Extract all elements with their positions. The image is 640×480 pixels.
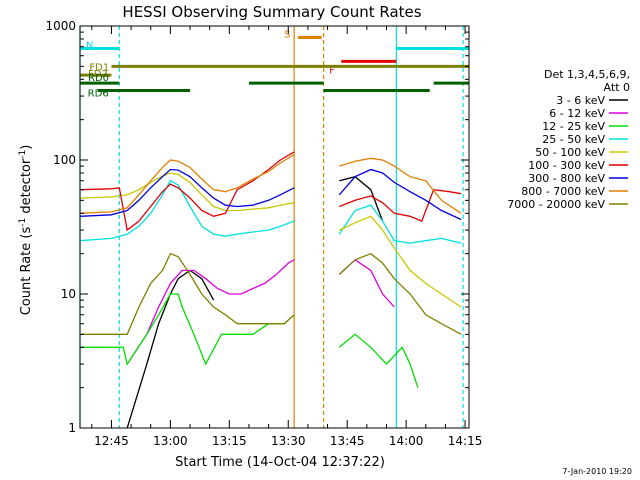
y-axis-label-end: ) <box>19 145 34 150</box>
series-b-4 <box>339 215 462 308</box>
series-b-0 <box>339 175 384 222</box>
flag-label-f: F <box>329 65 335 76</box>
legend-entry-label-1: 6 - 12 keV <box>549 107 605 120</box>
y-tick-label-1: 10 <box>61 287 76 301</box>
legend-entry-label-6: 300 - 800 keV <box>528 172 605 185</box>
series-b-5 <box>339 188 462 222</box>
legend-entry-label-5: 100 - 300 keV <box>528 159 605 172</box>
y-axis-label-sup2: -1 <box>18 150 28 159</box>
x-tick-label-2: 13:15 <box>212 434 247 448</box>
y-axis-label-main: Count Rate (s <box>19 227 34 316</box>
series-b-6 <box>338 168 462 221</box>
flag-label-rd6: RD6 <box>88 89 109 100</box>
series-a-6 <box>79 168 295 217</box>
legend-entry-label-8: 7000 - 20000 keV <box>507 198 605 211</box>
x-tick-label-4: 13:45 <box>330 434 365 448</box>
x-tick-label-5: 14:00 <box>389 434 424 448</box>
legend-entry-label-3: 25 - 50 keV <box>542 133 605 146</box>
legend-entry-label-0: 3 - 6 keV <box>556 94 605 107</box>
series-a-1 <box>126 259 295 365</box>
x-tick-label-6: 14:15 <box>448 434 483 448</box>
x-axis-label: Start Time (14-Oct-04 12:37:22) <box>175 455 385 470</box>
legend-header-line1: Det 1,3,4,5,6,9, <box>544 68 630 81</box>
plot-frame <box>79 25 470 429</box>
legend-entry-label-7: 800 - 7000 keV <box>521 185 605 198</box>
series-a-2 <box>80 293 295 366</box>
series-a-7 <box>79 153 295 214</box>
legend-entry-label-4: 50 - 100 keV <box>535 146 605 159</box>
y-tick-label-3: 1000 <box>45 19 76 33</box>
series-a-5 <box>79 151 295 232</box>
series-b-7 <box>339 157 462 214</box>
legend-entry-label-2: 12 - 25 keV <box>542 120 605 133</box>
series-a-0 <box>126 269 215 429</box>
y-axis: 1 10 100 1000 <box>45 19 469 435</box>
y-axis-label-sup1: -1 <box>18 218 28 227</box>
series-a-4 <box>79 172 295 212</box>
flag-label-fd1: FD1 <box>89 62 109 73</box>
y-tick-label-2: 100 <box>53 153 76 167</box>
y-tick-label-0: 1 <box>68 421 76 435</box>
series-b-2 <box>338 333 419 388</box>
series-a-3 <box>79 179 295 242</box>
x-tick-label-3: 13:30 <box>271 434 306 448</box>
series-b-8 <box>338 252 462 335</box>
x-tick-label-1: 13:00 <box>153 434 188 448</box>
flag-label-rd0: RD0 <box>88 73 109 84</box>
flag-label-fd2: FD2 <box>88 69 108 80</box>
chart-title: HESSI Observing Summary Count Rates <box>122 3 421 21</box>
series-a-8 <box>80 252 295 335</box>
y-axis-label: Count Rate (s-1 detector-1) <box>18 145 34 316</box>
flag-label-s: S <box>284 30 290 41</box>
x-axis: 12:45 13:00 13:15 13:30 13:45 14:00 14:15 <box>91 26 483 448</box>
series-b-3 <box>338 204 462 244</box>
legend-header-line2: Att 0 <box>604 81 630 94</box>
y-axis-label-mid: detector <box>19 158 34 218</box>
footer-timestamp: 7-Jan-2010 19:20 <box>562 467 632 476</box>
flag-label-n: N <box>86 40 93 51</box>
x-tick-label-0: 12:45 <box>94 434 129 448</box>
